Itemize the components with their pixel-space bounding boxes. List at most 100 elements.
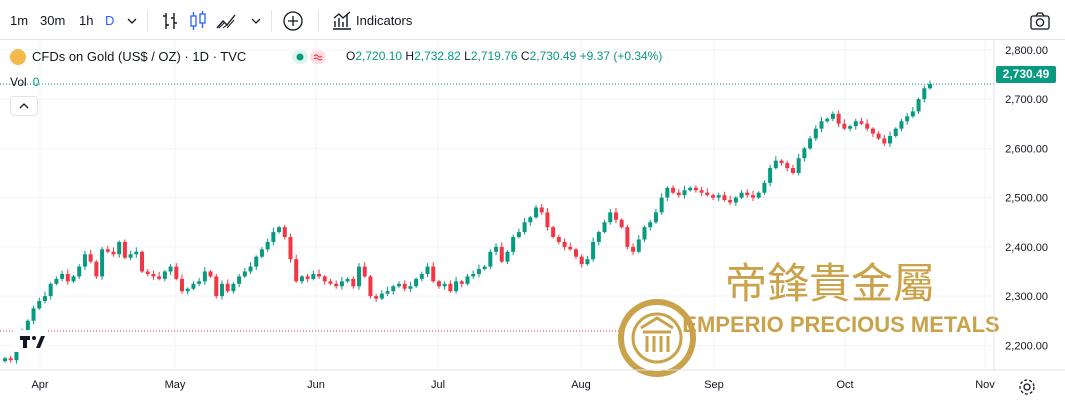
candle-body: [882, 138, 887, 144]
collapse-legend-button[interactable]: [10, 96, 38, 116]
candle-body: [174, 266, 179, 279]
candle-body: [631, 246, 636, 252]
candle-body: [853, 121, 858, 127]
candle-body: [471, 273, 476, 277]
toolbar-divider: [147, 10, 148, 32]
candle-body: [248, 266, 253, 272]
candle-body: [836, 113, 841, 124]
time-tick-label: Jun: [307, 379, 325, 391]
emperio-watermark: 帝鋒貴金屬 EMPERIO PRECIOUS METALS: [618, 259, 1000, 377]
volume-value: 0: [32, 75, 40, 89]
bar-chart-icon[interactable]: [158, 9, 182, 33]
candle-body: [762, 182, 767, 193]
candle-body: [408, 286, 413, 289]
high-label: H: [405, 49, 415, 63]
toolbar-divider: [271, 10, 272, 32]
candle-body: [785, 163, 790, 169]
candle-body: [237, 276, 242, 284]
candle-body: [910, 111, 915, 117]
candle-body: [271, 232, 276, 242]
candle-body: [459, 281, 464, 284]
candle-body: [899, 121, 904, 129]
candle-body: [254, 256, 259, 267]
candle-body: [562, 241, 567, 247]
candle-body: [128, 254, 133, 258]
compare-add-icon[interactable]: [281, 9, 305, 33]
candle-body: [448, 283, 453, 292]
indicators-icon[interactable]: [330, 9, 354, 33]
candles-icon[interactable]: [186, 9, 210, 33]
time-axis: Apr May Jun Jul Aug Sep Oct Nov: [31, 379, 995, 391]
gear-icon[interactable]: [1018, 378, 1036, 396]
candle-body: [636, 239, 641, 252]
candle-body: [82, 254, 87, 267]
candle-body: [25, 320, 30, 334]
candle-body: [648, 222, 653, 228]
candle-body: [671, 187, 676, 193]
candle-body: [65, 273, 70, 282]
price-chart[interactable]: 帝鋒貴金屬 EMPERIO PRECIOUS METALS 2,200.002,…: [0, 40, 1065, 404]
candle-body: [288, 237, 293, 260]
open-value: 2,720.10: [355, 49, 403, 63]
candle-body: [625, 227, 630, 247]
candle-body: [231, 283, 236, 292]
close-label: C: [520, 49, 530, 63]
candle-body: [396, 283, 401, 287]
market-status-icon[interactable]: [292, 50, 308, 64]
interval-1h[interactable]: 1h: [79, 13, 94, 28]
volume-label: Vol: [10, 75, 27, 89]
candle-body: [516, 232, 521, 238]
candle-body: [168, 266, 173, 272]
time-tick-label: Aug: [571, 379, 591, 391]
top-toolbar: 1m 30m 1h D Indicators: [0, 0, 1065, 40]
candle-body: [8, 358, 13, 361]
camera-icon[interactable]: [1028, 9, 1052, 33]
candle-body: [499, 246, 504, 262]
candle-body: [145, 271, 150, 274]
symbol-title[interactable]: CFDs on Gold (US$ / OZ) · 1D · TVC: [32, 49, 247, 64]
interval-30m[interactable]: 30m: [40, 13, 66, 28]
time-tick-label: Sep: [704, 379, 724, 391]
interval-1m[interactable]: 1m: [10, 13, 29, 28]
volume-legend: Vol 0: [10, 75, 39, 89]
candle-body: [88, 254, 93, 262]
area-chart-icon[interactable]: [214, 9, 238, 33]
candle-body: [322, 276, 327, 282]
candle-body: [357, 266, 362, 287]
price-tick-label: 2,800.00: [1005, 45, 1048, 57]
time-tick-label: Oct: [836, 379, 853, 391]
candle-body: [402, 283, 407, 289]
price-tick-label: 2,500.00: [1005, 193, 1048, 205]
time-tick-label: Nov: [975, 379, 995, 391]
candle-body: [476, 269, 481, 274]
chevron-down-icon[interactable]: [120, 9, 144, 33]
candle-body: [888, 136, 893, 144]
candle-body: [922, 88, 927, 100]
tradingview-logo[interactable]: [12, 330, 48, 352]
open-label: O: [346, 49, 356, 63]
price-axis: 2,200.00 2,300.00 2,400.00 2,500.00 2,600.00…: [1005, 45, 1048, 353]
candle-body: [573, 249, 578, 257]
watermark-company: EMPERIO PRECIOUS METALS: [682, 312, 999, 337]
candle-body: [71, 276, 76, 282]
candle-body: [870, 128, 875, 134]
candle-body: [665, 187, 670, 198]
price-tick-label: 2,400.00: [1005, 242, 1048, 254]
candle-body: [391, 286, 396, 292]
chevron-down-icon[interactable]: [244, 9, 268, 33]
candle-body: [214, 276, 219, 297]
data-delay-icon[interactable]: [310, 50, 326, 64]
candle-body: [14, 350, 19, 361]
candle-body: [579, 256, 584, 265]
candle-body: [282, 227, 287, 238]
candle-body: [928, 84, 932, 89]
indicators-button[interactable]: Indicators: [356, 13, 413, 28]
high-value: 2,732.82: [414, 49, 461, 63]
candle-body: [688, 187, 693, 191]
candle-body: [511, 237, 516, 252]
candle-body: [351, 278, 356, 287]
candle-body: [311, 273, 316, 279]
interval-d[interactable]: D: [105, 13, 115, 28]
candle-body: [813, 128, 818, 139]
candle-body: [830, 113, 835, 119]
